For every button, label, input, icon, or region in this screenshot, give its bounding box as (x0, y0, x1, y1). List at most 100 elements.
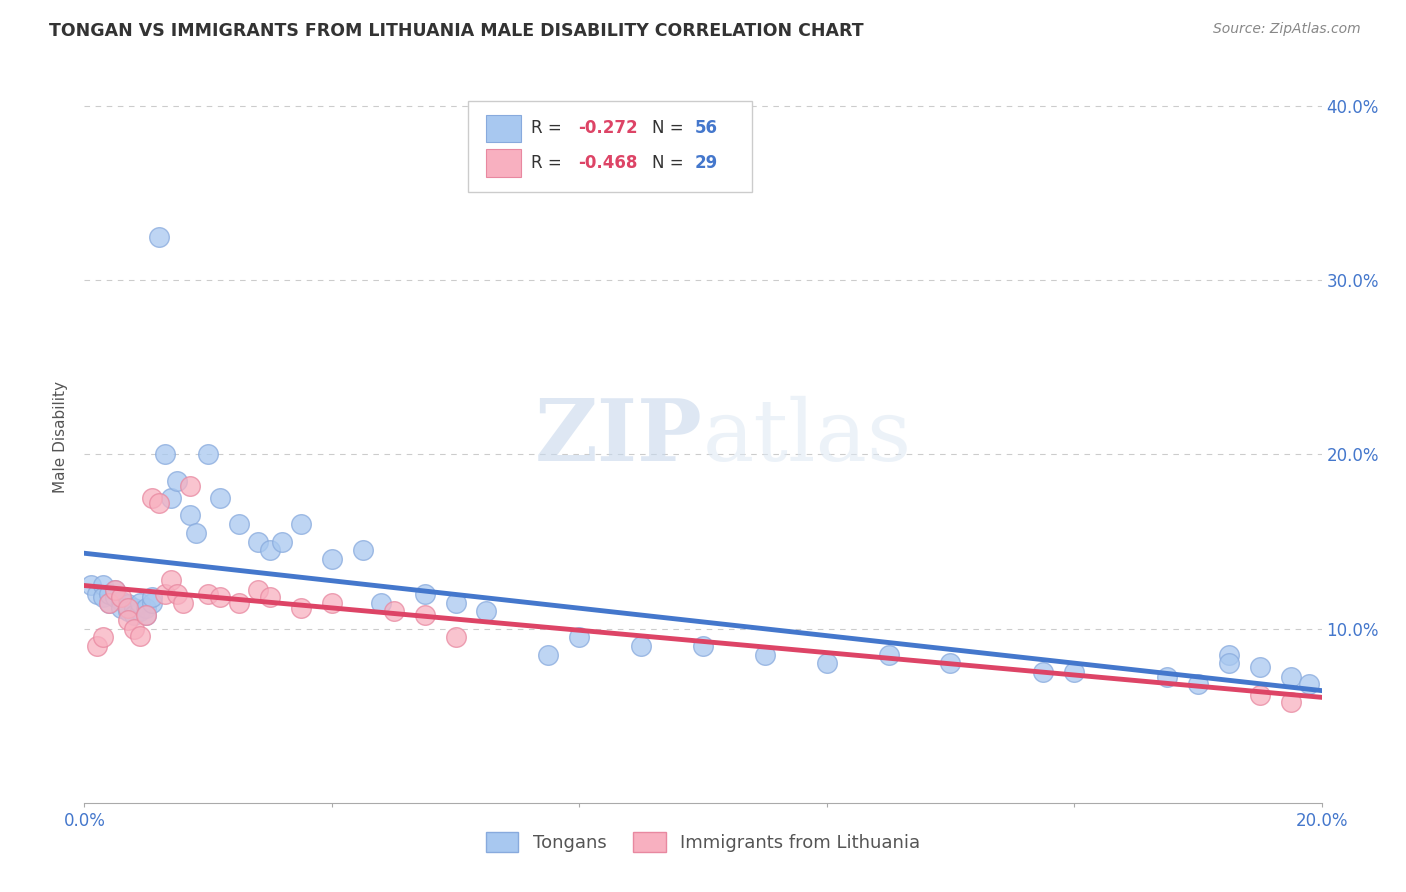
Point (117, 600, 139, 615)
Legend: Tongans, Immigrants from Lithuania: Tongans, Immigrants from Lithuania (478, 824, 928, 860)
Point (184, 525, 207, 540)
Text: TONGAN VS IMMIGRANTS FROM LITHUANIA MALE DISABILITY CORRELATION CHART: TONGAN VS IMMIGRANTS FROM LITHUANIA MALE… (49, 22, 863, 40)
Point (153, 587, 176, 601)
Point (117, 597, 139, 611)
Point (197, 587, 219, 601)
Point (117, 604, 139, 618)
Point (370, 595, 392, 609)
Point (568, 631, 591, 645)
Point (91, 631, 114, 645)
Point (122, 600, 145, 615)
Point (129, 604, 152, 618)
Point (104, 583, 127, 598)
Point (877, 648, 900, 662)
Point (444, 595, 467, 609)
Point (179, 479, 201, 493)
Point (246, 583, 269, 598)
Text: -0.272: -0.272 (578, 120, 638, 137)
Point (1249, 660, 1271, 674)
Point (122, 622, 145, 636)
Point (172, 595, 194, 609)
Point (166, 587, 188, 601)
Point (815, 657, 838, 671)
Point (166, 474, 188, 488)
Point (259, 591, 281, 605)
Point (86, 639, 108, 653)
Point (79, 578, 101, 592)
Point (148, 229, 170, 244)
Point (209, 491, 232, 505)
Point (692, 639, 714, 653)
Bar (486, 149, 522, 177)
Point (1279, 695, 1302, 709)
Text: 56: 56 (695, 120, 717, 137)
Point (110, 591, 132, 605)
Point (1218, 648, 1240, 662)
Point (1218, 657, 1240, 671)
Point (630, 639, 652, 653)
Point (104, 591, 127, 605)
Point (321, 552, 343, 566)
Point (91, 591, 114, 605)
Point (197, 448, 219, 462)
FancyBboxPatch shape (468, 101, 752, 192)
Y-axis label: Male Disability: Male Disability (53, 381, 69, 493)
Point (290, 600, 312, 615)
Point (444, 631, 467, 645)
Point (1032, 665, 1054, 680)
Point (179, 508, 201, 523)
Point (129, 629, 152, 643)
Point (98, 595, 121, 609)
Point (104, 583, 127, 598)
Point (86, 587, 108, 601)
Point (290, 517, 312, 532)
Point (228, 517, 250, 532)
Point (153, 448, 176, 462)
Bar (486, 114, 522, 143)
Point (135, 607, 157, 622)
Point (141, 595, 163, 609)
Point (1156, 670, 1178, 684)
Point (259, 543, 281, 558)
Point (271, 534, 294, 549)
Point (117, 613, 139, 627)
Point (352, 543, 374, 558)
Point (160, 573, 183, 587)
Point (1298, 677, 1320, 691)
Point (1063, 665, 1085, 680)
Point (135, 600, 157, 615)
Point (141, 491, 163, 505)
Text: atlas: atlas (703, 395, 912, 479)
Point (129, 595, 152, 609)
Text: 29: 29 (695, 153, 717, 172)
Point (939, 657, 962, 671)
Point (413, 587, 436, 601)
Point (98, 595, 121, 609)
Point (475, 604, 498, 618)
Point (141, 591, 163, 605)
Point (537, 648, 560, 662)
Point (110, 594, 132, 608)
Point (110, 600, 132, 615)
Point (246, 534, 269, 549)
Text: N =: N = (652, 120, 689, 137)
Text: -0.468: -0.468 (578, 153, 637, 172)
Point (228, 595, 250, 609)
Point (1187, 677, 1209, 691)
Point (91, 578, 114, 592)
Point (754, 648, 776, 662)
Text: R =: R = (531, 153, 567, 172)
Text: ZIP: ZIP (536, 395, 703, 479)
Point (160, 491, 183, 505)
Text: Source: ZipAtlas.com: Source: ZipAtlas.com (1213, 22, 1361, 37)
Point (413, 607, 436, 622)
Point (382, 604, 405, 618)
Text: N =: N = (652, 153, 689, 172)
Point (122, 607, 145, 622)
Point (98, 587, 121, 601)
Point (1279, 670, 1302, 684)
Point (209, 591, 232, 605)
Point (321, 595, 343, 609)
Text: R =: R = (531, 120, 567, 137)
Point (135, 607, 157, 622)
